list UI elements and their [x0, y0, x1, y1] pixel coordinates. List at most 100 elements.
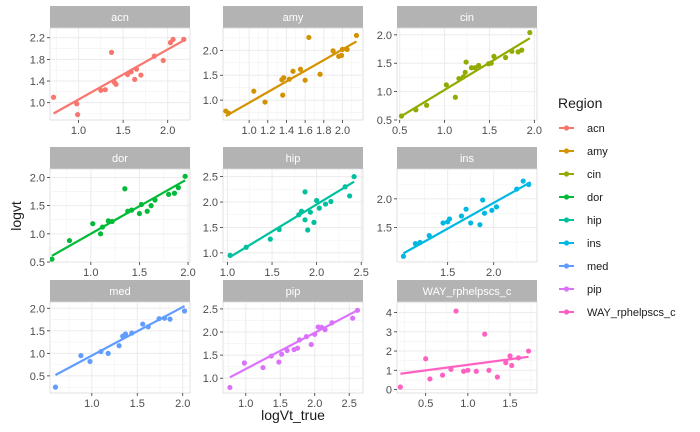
data-point: [268, 353, 274, 359]
data-point: [526, 181, 532, 188]
facet-panel-ins: ins 1.5 2.0 1.5 2.0: [377, 147, 538, 279]
y-tick-label: 1.5: [203, 70, 218, 82]
data-point: [99, 224, 106, 230]
data-point: [116, 343, 122, 349]
data-point: [314, 197, 320, 204]
data-point: [446, 216, 453, 222]
y-tick-label: 0.5: [377, 115, 392, 127]
data-point: [260, 364, 266, 371]
data-point: [171, 190, 178, 196]
data-point: [105, 218, 111, 224]
x-tick-label: 1.0: [238, 398, 253, 410]
data-point: [302, 77, 308, 83]
legend-point: [563, 171, 570, 177]
data-point: [462, 69, 468, 75]
data-point: [507, 353, 513, 359]
data-point: [460, 74, 467, 80]
data-point: [294, 345, 301, 351]
y-tick-label: 0.5: [30, 257, 45, 269]
data-point: [307, 209, 313, 215]
data-layer: [398, 29, 533, 119]
legend-label: dor: [587, 192, 603, 204]
y-tick-label: 1.0: [30, 229, 45, 241]
legend-label: pip: [587, 284, 602, 296]
data-point: [412, 241, 419, 247]
legend-item-ins: ins: [558, 234, 602, 251]
data-point: [140, 321, 146, 327]
y-tick-label: 0.5: [30, 371, 45, 383]
data-point: [167, 316, 173, 322]
facet-strip-label: ins: [460, 153, 475, 165]
data-point: [243, 244, 249, 250]
data-point: [509, 48, 515, 54]
x-tick-label: 1.4: [279, 125, 294, 137]
data-point: [75, 111, 81, 118]
data-point: [98, 348, 104, 355]
data-point: [306, 34, 312, 41]
data-point: [102, 87, 108, 93]
legend-item-way-rphelpscs-c: WAY_rphelpscs_c: [558, 303, 676, 320]
data-point: [398, 113, 405, 119]
y-tick-label: 1.0: [203, 248, 218, 260]
legend-label: cin: [587, 169, 601, 181]
y-tick-label: 2.0: [377, 30, 392, 42]
y-tick-label: 0: [386, 385, 392, 397]
legend-item-amy: amy: [558, 142, 608, 159]
data-point: [50, 94, 57, 100]
y-tick-label: 2.0: [30, 172, 45, 184]
x-tick-label: 1.5: [130, 398, 145, 410]
facet-strip-label: WAY_rphelpscs_c: [423, 286, 512, 298]
data-point: [175, 185, 181, 191]
regression-line: [53, 39, 185, 115]
data-layer: [50, 36, 187, 118]
legend-label: ins: [587, 238, 602, 250]
data-point: [344, 46, 350, 52]
regression-line: [400, 355, 529, 375]
data-point: [160, 57, 166, 64]
y-tick-label: 1.0: [30, 348, 45, 360]
data-point: [448, 366, 454, 372]
data-point: [297, 66, 304, 72]
data-point: [456, 75, 462, 82]
y-tick-label: 1.5: [203, 222, 218, 234]
data-point: [520, 178, 526, 184]
data-point: [489, 207, 495, 213]
data-point: [251, 88, 257, 94]
data-point: [463, 206, 469, 212]
x-tick-label: 2.5: [342, 398, 357, 410]
data-point: [354, 307, 361, 313]
data-point: [97, 231, 104, 237]
data-layer: [223, 32, 360, 117]
data-point: [503, 360, 509, 366]
data-point: [527, 29, 533, 36]
data-point: [440, 220, 446, 226]
y-tick-label: 2.5: [203, 172, 218, 184]
data-point: [52, 384, 59, 390]
facet-strip: [223, 280, 363, 302]
data-point: [281, 75, 287, 81]
data-point: [133, 66, 140, 72]
x-tick-label: 1.5: [264, 267, 279, 279]
data-point: [488, 60, 494, 66]
data-point: [241, 360, 247, 366]
regression-line: [402, 181, 532, 255]
data-point: [109, 218, 115, 225]
facet-panel-acn: acn 1.0 1.5 2.0 1.0 1.4 1.8 2.2: [30, 6, 191, 137]
legend-point: [563, 125, 570, 131]
x-tick-label: 1.6: [297, 125, 312, 137]
legend-point: [563, 263, 570, 269]
data-point: [152, 197, 158, 203]
data-point: [276, 226, 282, 233]
facet-strip: [397, 147, 537, 169]
facet-strip-label: cin: [460, 12, 474, 24]
y-tick-label: 1.5: [377, 58, 392, 70]
data-point: [129, 207, 135, 213]
x-tick-label: 2.0: [180, 267, 195, 279]
data-point: [74, 101, 80, 107]
data-point: [491, 53, 497, 59]
x-tick-label: 1.5: [482, 125, 497, 137]
data-point: [296, 212, 302, 218]
data-point: [145, 324, 151, 330]
legend-item-dor: dor: [558, 188, 603, 205]
data-point: [284, 347, 290, 354]
